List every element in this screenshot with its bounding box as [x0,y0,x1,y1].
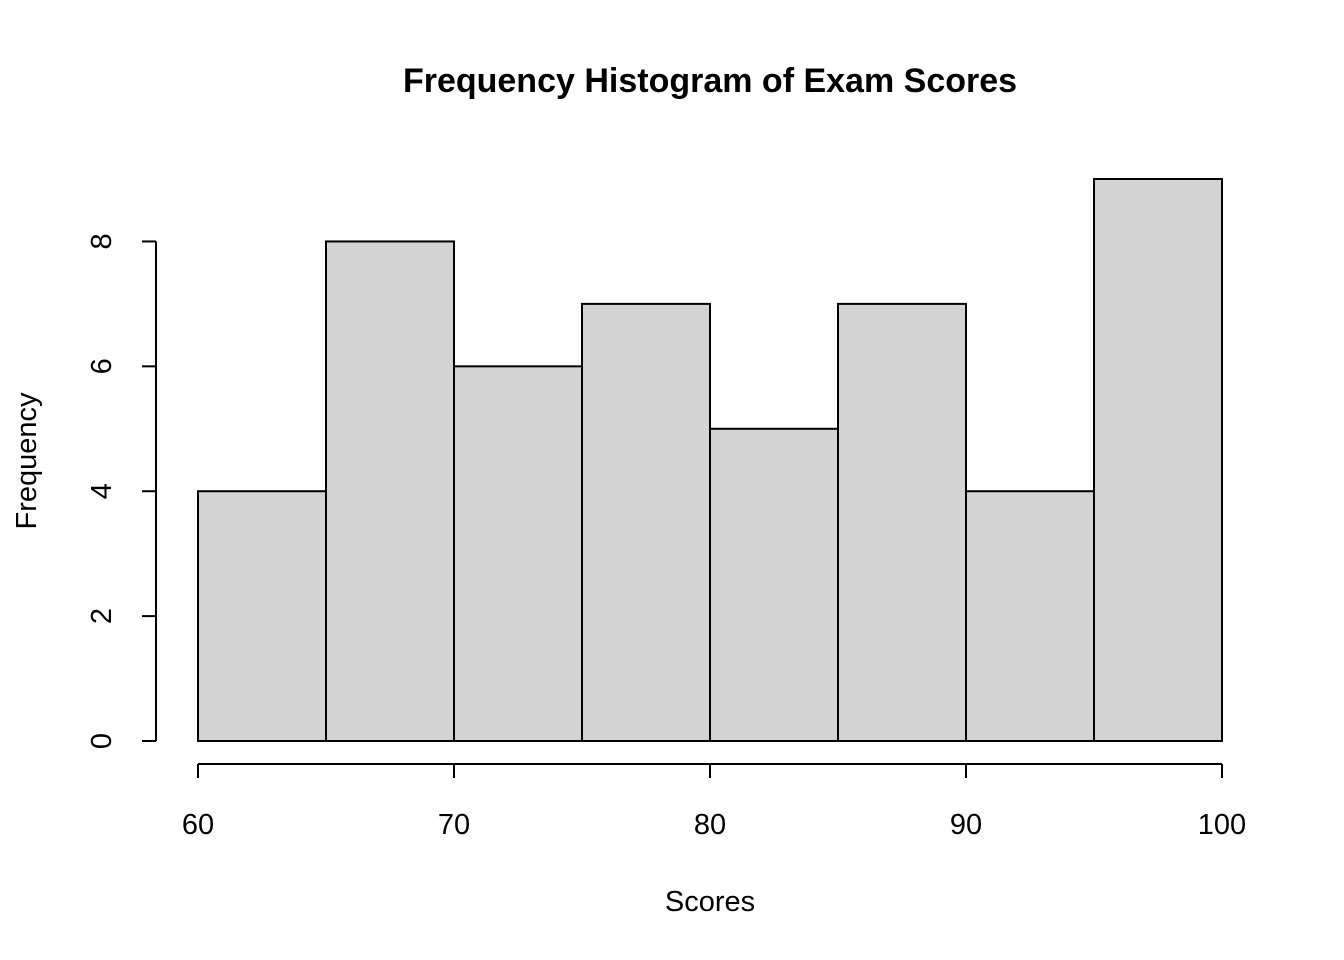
x-tick-label: 100 [1198,809,1246,841]
y-axis: 0 2 4 6 8 [86,233,157,749]
y-tick-label: 8 [86,233,118,249]
x-tick-label: 90 [950,809,982,841]
y-tick-label: 4 [86,483,118,499]
histogram-bar [325,240,455,742]
histogram-bar [709,427,839,742]
histogram-bar [837,302,967,742]
x-tick-label: 80 [694,809,726,841]
histogram-bar [197,490,327,742]
x-axis-label: Scores [665,886,755,918]
histogram-bar [581,302,711,742]
x-axis: 60 70 80 90 100 [182,763,1246,841]
chart-title: Frequency Histogram of Exam Scores [403,62,1017,100]
y-tick-label: 2 [86,608,118,624]
x-tick-label: 60 [182,809,214,841]
histogram-bar [1093,178,1223,742]
y-tick-label: 0 [86,733,118,749]
histogram-bar [965,490,1095,742]
bars-group [197,178,1223,742]
x-tick-label: 70 [438,809,470,841]
y-tick-label: 6 [86,358,118,374]
histogram-bar [453,365,583,742]
y-axis-label: Frequency [11,392,43,530]
